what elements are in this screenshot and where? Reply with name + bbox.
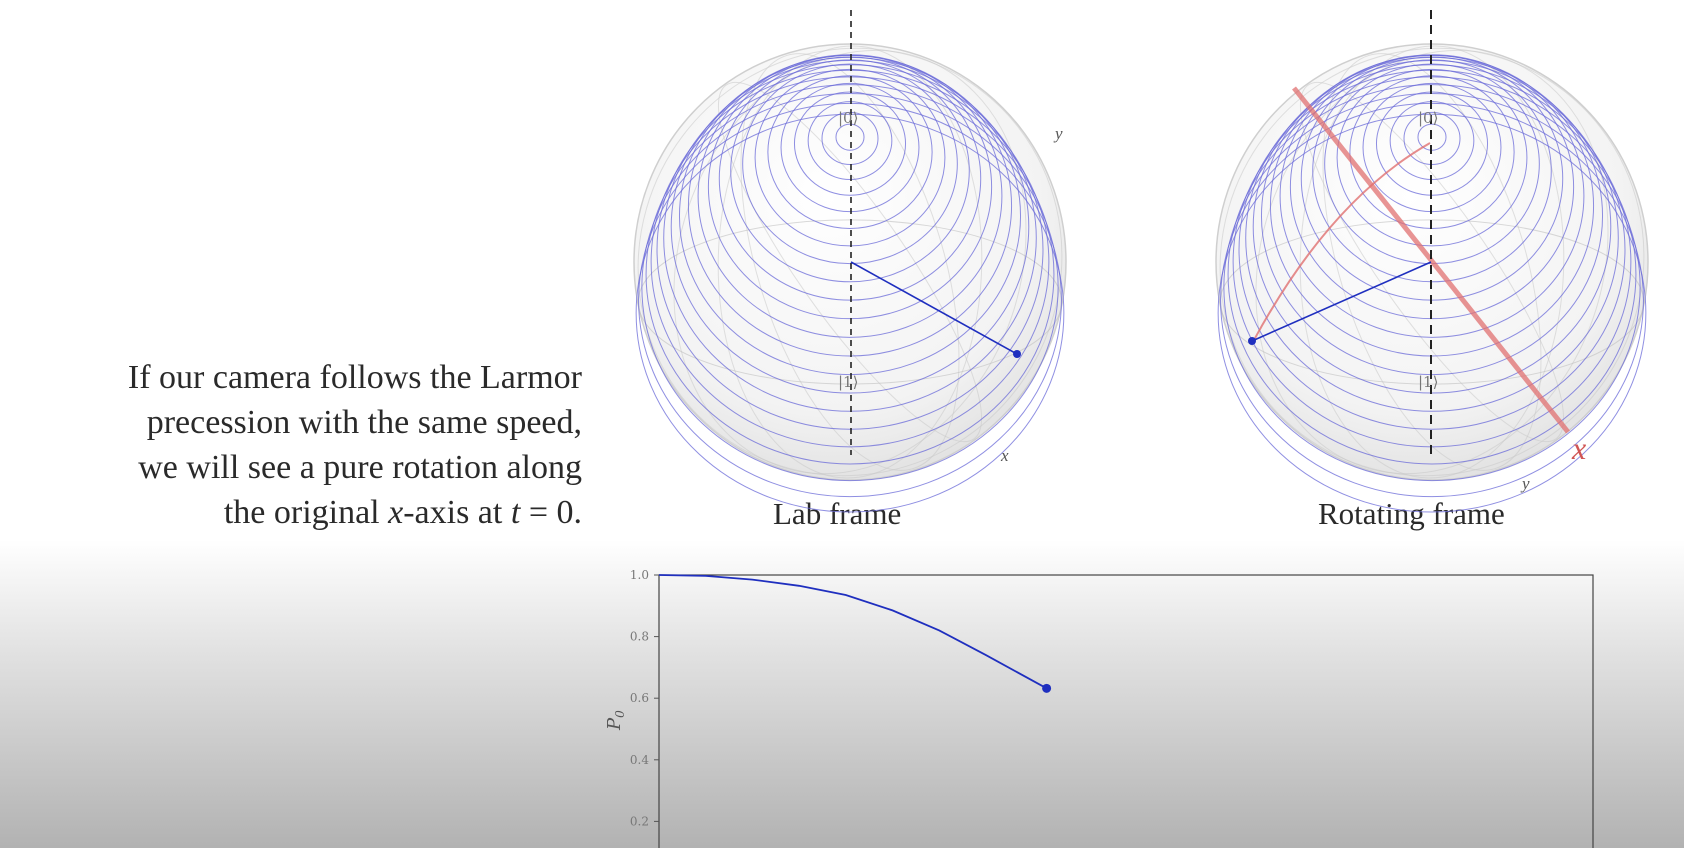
lab-frame-caption: Lab frame <box>773 496 902 531</box>
chart-y-label: P0 <box>604 710 627 731</box>
lab-bloch-sphere: |0⟩ |1⟩ y x <box>633 10 1067 513</box>
sphere-meridian <box>717 45 983 479</box>
precession-ring <box>793 91 907 196</box>
sphere-meridian <box>1219 47 1645 477</box>
rotating-bloch-sphere: |0⟩ |1⟩ x y <box>1215 10 1649 513</box>
chart-y-ticks: 0.2 0.4 0.6 0.8 1.0 <box>630 568 659 828</box>
y-tick-label: 0.8 <box>630 630 649 644</box>
precession-ring <box>678 56 1022 376</box>
precession-ring <box>641 92 1059 482</box>
y-tick-label: 1.0 <box>630 568 649 582</box>
precession-ring <box>645 84 1055 465</box>
chart-series-line <box>658 574 1048 690</box>
lab-state-vector <box>850 261 1018 355</box>
explanation-text: If our camera follows the Larmor precess… <box>20 355 582 535</box>
lab-ket-zero: |0⟩ <box>838 109 858 127</box>
precession-ring <box>650 76 1050 448</box>
explanation-fragment: -axis at <box>403 494 511 531</box>
explanation-line: precession with the same speed, <box>146 404 582 441</box>
explanation-line: we will see a pure rotation along <box>138 449 582 486</box>
precession-ring <box>821 111 879 165</box>
precession-ring <box>1217 113 1647 513</box>
precession-ring <box>754 68 946 247</box>
precession-ring <box>767 75 933 230</box>
precession-ring <box>730 59 970 283</box>
precession-ring <box>663 64 1037 412</box>
y-tick-label: 0.2 <box>630 814 649 828</box>
y-tick-label: 0.4 <box>630 753 649 767</box>
rotation-axis-line <box>1292 86 1570 434</box>
lab-x-label: x <box>1000 446 1009 465</box>
math-x: x <box>388 494 404 531</box>
math-t: t <box>510 494 521 531</box>
precession-ring <box>742 63 958 265</box>
explanation-line: If our camera follows the Larmor <box>127 359 582 396</box>
rotation-trajectory-arc <box>1253 142 1431 341</box>
precession-ring <box>635 113 1065 513</box>
lab-y-label: y <box>1053 124 1063 143</box>
precession-ring <box>656 69 1044 430</box>
precession-ring <box>697 54 1003 338</box>
rot-x-label: x <box>1571 430 1586 466</box>
p0-chart: 0.2 0.4 0.6 0.8 1.0 P0 <box>604 568 1594 848</box>
explanation-line: the original x-axis at t = 0. <box>20 490 582 535</box>
rot-state-point <box>1248 337 1256 345</box>
precession-ring <box>807 101 893 181</box>
rotating-frame-caption: Rotating frame <box>1318 496 1505 531</box>
rot-ket-zero: |0⟩ <box>1418 109 1438 127</box>
explanation-fragment: the original <box>223 494 389 531</box>
sphere-meridian <box>637 47 1063 477</box>
precession-ring <box>1227 84 1637 465</box>
chart-series-endpoint <box>1042 683 1052 693</box>
precession-ring <box>670 59 1030 394</box>
precession-ring <box>687 54 1013 357</box>
precession-ring <box>1336 68 1528 247</box>
chart-y-label-subscript: 0 <box>613 710 627 718</box>
rot-state-vector <box>1251 261 1432 342</box>
lab-sphere-body <box>633 43 1067 481</box>
y-tick-label: 0.6 <box>630 691 649 705</box>
rot-ket-one: |1⟩ <box>1418 373 1438 391</box>
lab-ket-one: |1⟩ <box>838 373 858 391</box>
precession-ring <box>638 102 1062 498</box>
explanation-fragment: = 0. <box>520 494 582 531</box>
precession-ring <box>1279 54 1585 338</box>
precession-ring <box>1245 64 1619 412</box>
chart-frame <box>658 574 1594 848</box>
precession-ring <box>780 82 920 213</box>
lab-precession-rings <box>635 54 1065 513</box>
rot-y-label: y <box>1520 474 1530 493</box>
sphere-meridian <box>1299 45 1565 479</box>
lab-state-point <box>1013 350 1021 358</box>
precession-ring <box>835 123 865 151</box>
